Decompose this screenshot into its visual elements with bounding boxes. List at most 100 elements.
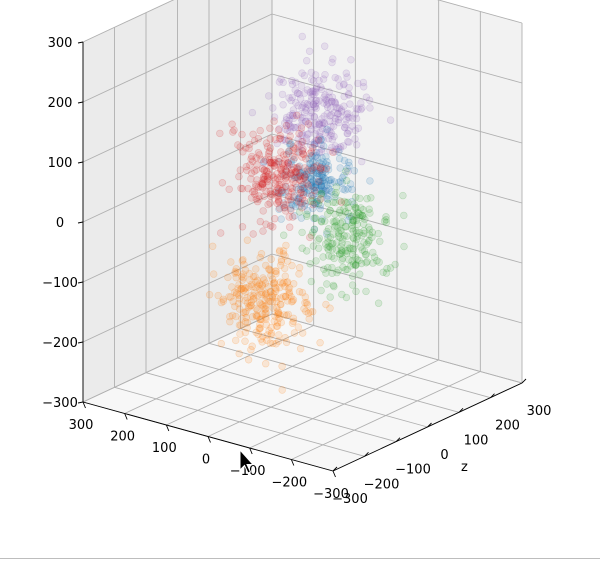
scatter-point-series-0 [294, 110, 303, 119]
scatter-point-series-4 [246, 276, 254, 284]
scatter-point-series-4 [232, 265, 241, 273]
scatter-point-series-3 [291, 154, 299, 162]
vertical-tick-label: 200 [48, 96, 73, 111]
scatter-point-series-4 [235, 295, 244, 303]
vertical-tick-mark [77, 221, 84, 224]
scatter-point-series-0 [284, 119, 293, 128]
scatter-point-series-1 [346, 180, 355, 188]
scatter-point-series-2 [321, 240, 330, 248]
scatter-point-series-2 [351, 261, 360, 269]
scatter-point-series-2 [365, 226, 374, 234]
scatter-point-series-0 [300, 89, 309, 97]
scatter-point-series-4 [262, 290, 270, 298]
scatter-point-series-3 [248, 152, 256, 161]
scatter-point-series-4 [273, 304, 281, 312]
scatter-point-series-0 [326, 112, 334, 120]
scatter-point-series-0 [291, 86, 299, 94]
scatter-point-series-0 [337, 106, 346, 114]
scatter-point-series-0 [345, 114, 353, 122]
scatter-point-series-4 [279, 292, 288, 301]
scatter-point-series-0 [358, 157, 366, 166]
scatter-point-series-1 [313, 197, 321, 206]
scatter-point-series-4 [241, 337, 249, 345]
scatter-point-series-4 [301, 293, 309, 301]
scatter-point-series-3 [267, 158, 275, 167]
x-tick-mark [249, 447, 253, 455]
scatter-point-series-2 [326, 293, 334, 301]
scatter-point-series-4 [267, 288, 275, 296]
scatter-point-series-4 [263, 294, 271, 302]
scatter-point-series-2 [353, 255, 361, 264]
scatter-point-series-4 [285, 288, 294, 297]
scatter-point-series-0 [360, 83, 368, 91]
scatter-point-series-3 [315, 177, 323, 186]
scatter-point-series-0 [318, 148, 326, 156]
scatter-point-series-1 [320, 174, 328, 182]
scatter-point-series-0 [351, 126, 360, 135]
scatter-point-series-1 [307, 152, 315, 160]
scatter-point-series-1 [321, 166, 329, 174]
scatter-point-series-0 [280, 135, 289, 143]
scatter-point-series-4 [238, 272, 246, 281]
scatter-point-series-3 [268, 159, 276, 168]
scatter-point-series-3 [271, 180, 280, 188]
scatter-point-series-4 [249, 272, 258, 281]
x-tick-label: −200 [271, 476, 307, 491]
z-tick-label: 100 [464, 433, 489, 448]
scatter-point-series-4 [277, 300, 285, 309]
scatter-point-series-0 [292, 99, 300, 107]
scatter-point-series-3 [280, 163, 288, 171]
scatter-point-series-0 [344, 138, 352, 146]
scatter-point-series-1 [294, 174, 302, 182]
scatter-point-series-3 [337, 198, 346, 206]
scatter-point-series-4 [226, 312, 234, 321]
scatter-point-series-2 [359, 206, 367, 214]
scatter-point-series-3 [277, 165, 285, 174]
scatter-point-series-2 [368, 233, 376, 242]
scatter-point-series-0 [305, 101, 313, 109]
scatter-point-series-1 [300, 184, 308, 192]
scatter-point-series-0 [325, 135, 333, 143]
scatter-point-series-4 [302, 307, 310, 316]
scatter-point-series-1 [310, 225, 319, 234]
scatter-point-series-0 [287, 123, 295, 132]
scatter-point-series-2 [331, 198, 340, 207]
scatter-point-series-1 [301, 200, 310, 208]
scatter-point-series-1 [348, 197, 356, 206]
scatter-point-series-0 [311, 121, 320, 129]
scatter-point-series-1 [327, 175, 335, 184]
scatter-point-series-1 [287, 160, 295, 168]
scatter-point-series-2 [338, 256, 346, 264]
scatter-point-series-1 [315, 172, 323, 180]
scatter-point-series-2 [326, 206, 334, 215]
scatter-point-series-4 [229, 297, 237, 306]
scatter-point-series-4 [273, 322, 282, 330]
scatter-point-series-4 [266, 287, 275, 296]
scatter-point-series-0 [352, 104, 360, 113]
scatter-point-series-4 [262, 305, 270, 313]
scatter-point-series-3 [250, 167, 259, 175]
scatter-point-series-3 [267, 192, 275, 200]
scatter-point-series-4 [263, 331, 272, 339]
scatter-point-series-2 [311, 214, 319, 222]
scatter-point-series-2 [350, 200, 358, 208]
scatter-point-series-1 [294, 195, 302, 204]
scatter-point-series-4 [219, 295, 228, 303]
scatter-point-series-3 [264, 200, 272, 209]
scatter-point-series-0 [301, 118, 310, 126]
scatter-point-series-1 [319, 164, 327, 173]
scatter-point-series-4 [261, 296, 269, 305]
scatter-point-series-2 [324, 234, 332, 242]
scatter-point-series-3 [276, 134, 285, 143]
scatter-point-series-2 [352, 216, 361, 225]
scatter-point-series-2 [298, 244, 306, 252]
scatter-point-series-1 [311, 180, 320, 189]
scatter-point-series-4 [326, 304, 334, 312]
z-tick-mark [332, 466, 338, 472]
scatter-point-series-3 [267, 159, 275, 167]
scatter-point-series-0 [298, 32, 306, 41]
scatter-point-series-0 [312, 126, 320, 134]
scatter-point-series-1 [323, 192, 332, 200]
scatter-point-series-4 [241, 309, 249, 317]
